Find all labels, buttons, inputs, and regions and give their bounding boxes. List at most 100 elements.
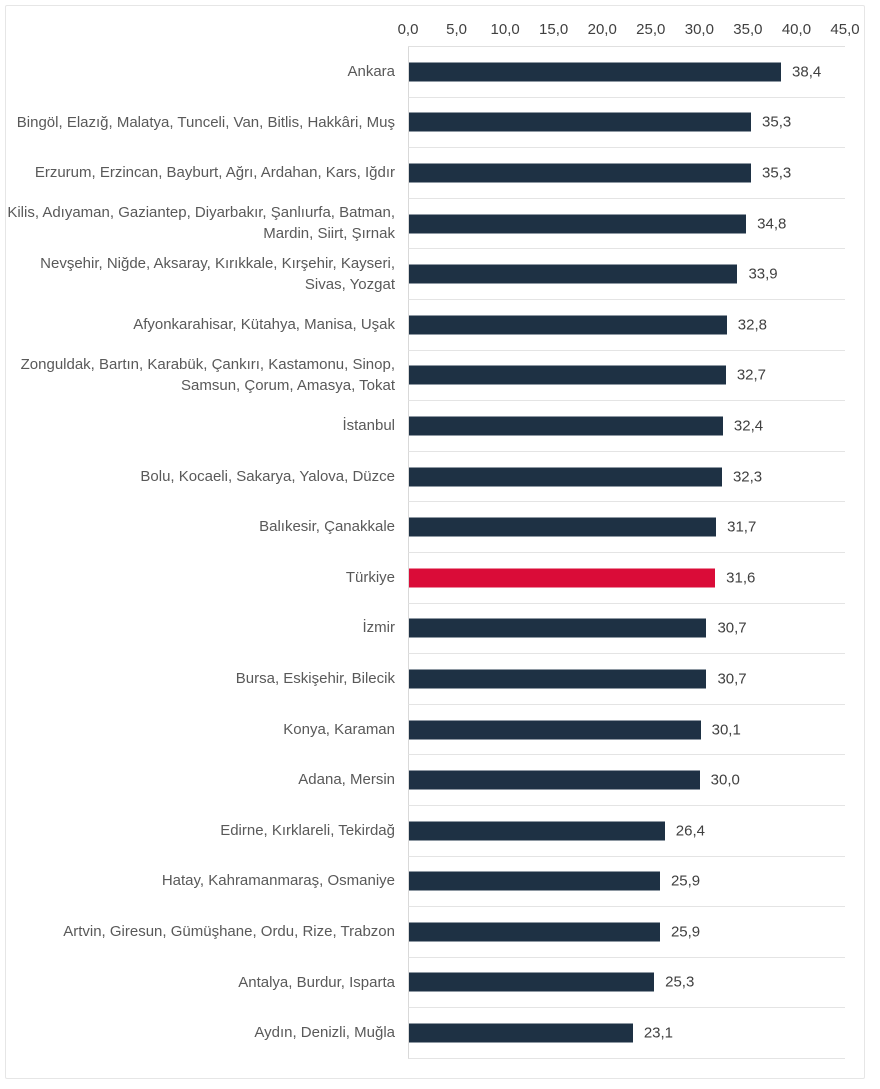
value-label: 32,8 (737, 316, 767, 334)
chart-row: Erzurum, Erzincan, Bayburt, Ağrı, Ardaha… (6, 148, 864, 199)
value-label: 32,4 (733, 417, 764, 435)
category-label: Erzurum, Erzincan, Bayburt, Ağrı, Ardaha… (34, 164, 395, 182)
value-label: 32,3 (732, 468, 763, 486)
bar (409, 1023, 633, 1043)
x-axis-tick-area: 0,0 5,0 10,0 15,0 20,0 25,0 30,0 35,0 40,0 45,0 (398, 6, 860, 47)
x-axis-tick-label: 0,0 (397, 21, 419, 38)
x-axis-tick-label: 15,0 (539, 21, 569, 38)
chart-row: Balıkesir, Çanakkale 31,7 (6, 502, 864, 553)
category-label: Balıkesir, Çanakkale (259, 518, 395, 536)
category-label: Konya, Karaman (283, 720, 395, 738)
bar (409, 163, 752, 183)
plot-cell: 23,1 (408, 1008, 845, 1059)
value-label: 25,9 (670, 923, 701, 941)
chart-row: Ankara 38,4 (6, 47, 864, 98)
category-label: Antalya, Burdur, Isparta (238, 973, 395, 991)
value-label: 31,6 (726, 569, 756, 587)
chart-row: Edirne, Kırklareli, Tekirdağ 26,4 (6, 805, 864, 857)
category-label: Ankara (347, 62, 395, 80)
chart-row: Konya, Karaman 30,1 (6, 704, 864, 756)
plot-cell: 30,0 (408, 755, 845, 806)
bar (409, 720, 701, 740)
x-axis-tick-label: 45,0 (830, 21, 860, 38)
value-label: 31,7 (727, 518, 757, 536)
plot-cell: 31,6 (408, 552, 845, 604)
chart-row: Bolu, Kocaeli, Sakarya, Yalova, Düzce 32… (6, 451, 864, 503)
bar (409, 669, 707, 689)
x-axis-tick-label: 25,0 (636, 21, 666, 38)
plot-cell: 35,3 (408, 97, 845, 149)
category-label: Bursa, Eskişehir, Bilecik (235, 670, 395, 688)
plot-cell: 32,8 (408, 299, 845, 351)
axis-corner-spacer (6, 6, 408, 47)
plot-cell: 38,4 (408, 47, 845, 98)
bar (409, 214, 747, 234)
chart-row: Hatay, Kahramanmaraş, Osmaniye 25,9 (6, 856, 864, 908)
chart-row: Afyonkarahisar, Kütahya, Manisa, Uşak 32… (6, 299, 864, 351)
bar (409, 416, 723, 436)
bar (409, 62, 782, 82)
category-label: İstanbul (342, 417, 395, 435)
category-label: Adana, Mersin (298, 771, 395, 789)
value-label: 25,9 (670, 872, 701, 890)
plot-cell: 31,7 (408, 502, 845, 553)
value-label: 30,1 (711, 721, 741, 739)
value-label: 34,8 (757, 215, 787, 233)
plot-cell: 32,7 (408, 350, 845, 402)
category-label: Edirne, Kırklareli, Tekirdağ (220, 821, 395, 839)
value-label: 35,3 (762, 113, 792, 131)
bar-chart-figure: 0,0 5,0 10,0 15,0 20,0 25,0 30,0 35,0 40,0 45,0 A… (5, 5, 865, 1079)
category-label: Nevşehir, Niğde, Aksaray, Kırıkkale, Kır… (40, 254, 395, 293)
plot-cell: 25,9 (408, 907, 845, 958)
chart-row: Nevşehir, Niğde, Aksaray, Kırıkkale, Kır… (6, 249, 864, 300)
x-axis-tick-label: 30,0 (684, 21, 714, 38)
bar (409, 618, 707, 638)
value-label: 30,7 (717, 670, 747, 688)
chart-row: İstanbul 32,4 (6, 401, 864, 452)
plot-cell: 25,9 (408, 856, 845, 908)
plot-cell: 30,7 (408, 654, 845, 705)
x-axis-tick-label: 40,0 (781, 21, 812, 38)
value-label: 38,4 (792, 63, 822, 81)
plot-cell: 30,7 (408, 603, 845, 655)
x-axis-tick-label: 10,0 (490, 21, 520, 38)
bar (409, 315, 727, 335)
plot-cell: 30,1 (408, 704, 845, 756)
chart-row: Artvin, Giresun, Gümüşhane, Ordu, Rize, … (6, 907, 864, 958)
category-label: Türkiye (345, 568, 395, 586)
category-label: Bolu, Kocaeli, Sakarya, Yalova, Düzce (140, 467, 395, 485)
bar (409, 112, 752, 132)
bar (409, 467, 722, 487)
chart-rows: Ankara 38,4 Bingöl, Elazığ, Malatya, Tun… (6, 47, 864, 1059)
bar (409, 365, 726, 385)
value-label: 32,7 (736, 366, 767, 384)
chart-row: Antalya, Burdur, Isparta 25,3 (6, 957, 864, 1009)
bar (409, 871, 660, 891)
chart-row: Adana, Mersin 30,0 (6, 755, 864, 806)
value-label: 26,4 (675, 822, 705, 840)
plot-cell: 34,8 (408, 198, 845, 250)
value-label: 35,3 (762, 164, 792, 182)
plot-cell: 26,4 (408, 805, 845, 857)
chart-row: İzmir 30,7 (6, 603, 864, 655)
value-label: 23,1 (643, 1024, 674, 1042)
plot-cell: 35,3 (408, 148, 845, 199)
bar (409, 770, 700, 790)
category-label: Bingöl, Elazığ, Malatya, Tunceli, Van, B… (16, 113, 395, 131)
plot-cell: 32,4 (408, 401, 845, 452)
category-label: Zonguldak, Bartın, Karabük, Çankırı, Kas… (20, 356, 395, 394)
bar (409, 568, 716, 588)
x-axis-tick-label: 5,0 (446, 21, 467, 38)
category-label: Kilis, Adıyaman, Gaziantep, Diyarbakır, … (7, 204, 395, 243)
category-label: Artvin, Giresun, Gümüşhane, Ordu, Rize, … (63, 923, 395, 941)
chart-row: Aydın, Denizli, Muğla 23,1 (6, 1008, 864, 1059)
value-label: 33,9 (748, 265, 778, 283)
chart-row: Kilis, Adıyaman, Gaziantep, Diyarbakır, … (6, 198, 864, 250)
bar (409, 922, 660, 942)
category-label: Afyonkarahisar, Kütahya, Manisa, Uşak (133, 315, 395, 333)
category-label: İzmir (362, 619, 396, 637)
chart-row: Bursa, Eskişehir, Bilecik 30,7 (6, 654, 864, 705)
chart-row: Bingöl, Elazığ, Malatya, Tunceli, Van, B… (6, 97, 864, 149)
x-axis-tick-label: 20,0 (587, 21, 617, 38)
